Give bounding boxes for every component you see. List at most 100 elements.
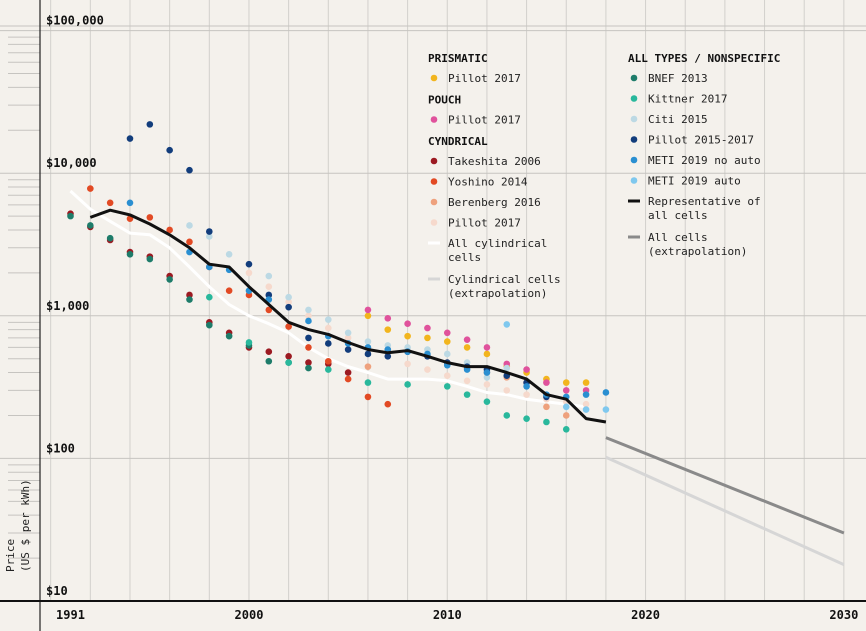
data-point-cylindrical-pillot-2017 <box>305 312 312 320</box>
data-point-meti-2019-auto <box>562 403 570 411</box>
data-point-meti-2019-no-auto <box>602 389 610 396</box>
data-point-berenberg-2016 <box>562 412 570 419</box>
legend-swatch-dot <box>630 115 638 123</box>
legend-swatch-dot <box>630 156 638 164</box>
legend-label: METI 2019 no auto <box>648 154 761 167</box>
data-point-pillot-2015-2017 <box>364 350 372 358</box>
data-point-cylindrical-pillot-2017 <box>344 334 352 342</box>
y-tick-label: $100 <box>46 441 75 455</box>
data-point-berenberg-2016 <box>543 403 550 411</box>
data-point-takeshita-2006 <box>265 348 273 356</box>
data-point-bnef-2013 <box>166 276 173 283</box>
legend-label: (extrapolation) <box>448 287 547 300</box>
data-point-kittner-2017 <box>404 381 411 388</box>
legend-label: Takeshita 2006 <box>448 155 541 168</box>
data-point-prismatic-pillot-2017 <box>562 379 570 386</box>
data-point-prismatic-pillot-2017 <box>463 344 471 351</box>
legend-heading: ALL TYPES / NONSPECIFIC <box>628 52 780 65</box>
legend-label: BNEF 2013 <box>648 72 708 85</box>
data-point-meti-2019-no-auto <box>483 369 491 376</box>
data-point-yoshino-2014 <box>87 185 94 192</box>
data-point-bnef-2013 <box>126 250 134 258</box>
data-point-citi-2015 <box>364 338 372 345</box>
data-point-citi-2015 <box>483 374 491 381</box>
data-point-yoshino-2014 <box>146 214 154 221</box>
data-point-prismatic-pillot-2017 <box>384 326 392 333</box>
y-tick-label: $10,000 <box>46 156 97 170</box>
legend-swatch-dot <box>430 74 438 82</box>
data-point-kittner-2017 <box>443 383 451 390</box>
data-point-cylindrical-pillot-2017 <box>424 366 431 373</box>
legend-swatch-dot <box>630 136 638 143</box>
x-tick-label: 2000 <box>235 608 264 622</box>
legend-swatch-dot <box>630 74 638 82</box>
data-point-cylindrical-pillot-2017 <box>324 324 332 332</box>
data-point-pillot-2015-2017 <box>265 291 273 299</box>
data-point-kittner-2017 <box>562 425 570 433</box>
legend-swatch-dot <box>630 177 638 184</box>
data-point-pillot-2015-2017 <box>384 352 392 360</box>
data-point-pillot-2015-2017 <box>245 260 253 268</box>
grid <box>0 0 866 602</box>
legend-label: all cells <box>648 209 708 222</box>
data-point-pillot-2015-2017 <box>126 135 134 142</box>
data-point-pouch-pillot-2017 <box>463 336 471 343</box>
data-point-kittner-2017 <box>543 418 550 426</box>
legend-label: All cells <box>648 231 708 244</box>
data-point-yoshino-2014 <box>344 375 352 383</box>
legend-label: Citi 2015 <box>648 113 708 126</box>
data-point-citi-2015 <box>225 250 233 258</box>
legend-heading: PRISMATIC <box>428 52 488 65</box>
data-point-cylindrical-pillot-2017 <box>483 381 491 388</box>
y-tick-label: $10 <box>46 584 68 598</box>
legend-label: Pillot 2017 <box>448 114 521 127</box>
data-point-kittner-2017 <box>483 398 491 405</box>
legend: PRISMATIC Pillot 2017 POUCH Pillot 2017 CYND… <box>428 52 780 300</box>
data-point-cylindrical-pillot-2017 <box>523 391 530 398</box>
data-point-kittner-2017 <box>523 415 530 422</box>
data-point-bnef-2013 <box>106 234 114 242</box>
data-point-citi-2015 <box>186 222 193 229</box>
data-point-meti-2019-auto <box>503 321 511 328</box>
data-point-yoshino-2014 <box>106 199 114 207</box>
data-point-meti-2019-auto <box>602 406 610 413</box>
series-line-cylindrical-cells-extrapolation- <box>605 455 845 566</box>
data-point-kittner-2017 <box>364 379 372 386</box>
data-point-citi-2015 <box>285 293 292 301</box>
y-tick-label: $1,000 <box>46 299 89 313</box>
data-point-bnef-2013 <box>305 364 312 372</box>
data-point-kittner-2017 <box>503 412 511 419</box>
legend-label: Representative of <box>648 195 761 208</box>
data-point-bnef-2013 <box>206 321 213 329</box>
data-point-citi-2015 <box>503 364 511 372</box>
data-point-citi-2015 <box>265 272 273 280</box>
x-tick-label: 2010 <box>433 608 462 622</box>
data-point-pouch-pillot-2017 <box>523 366 530 373</box>
data-point-cylindrical-pillot-2017 <box>285 298 292 306</box>
x-tick-label: 2030 <box>829 608 858 622</box>
series-line-representative-of-all-cells <box>89 208 607 424</box>
series-line-all-cells-extrapolation- <box>605 436 845 535</box>
data-point-meti-2019-auto <box>582 406 590 413</box>
data-point-cylindrical-pillot-2017 <box>245 269 253 277</box>
data-point-kittner-2017 <box>285 359 292 366</box>
y-tick-label: $100,000 <box>46 14 104 28</box>
legend-swatch-dot <box>430 157 438 165</box>
data-point-yoshino-2014 <box>225 287 233 294</box>
data-point-cylindrical-pillot-2017 <box>443 372 451 380</box>
data-point-kittner-2017 <box>463 391 471 398</box>
data-point-yoshino-2014 <box>305 344 312 351</box>
data-point-meti-2019-no-auto <box>523 383 530 390</box>
x-tick-label: 2020 <box>631 608 660 622</box>
data-point-pouch-pillot-2017 <box>384 315 392 322</box>
data-point-pillot-2015-2017 <box>344 346 352 353</box>
data-point-prismatic-pillot-2017 <box>582 379 590 386</box>
chart-marks <box>67 121 845 566</box>
data-point-bnef-2013 <box>87 222 94 229</box>
data-point-bnef-2013 <box>67 212 74 220</box>
data-point-pillot-2015-2017 <box>186 166 193 174</box>
data-point-pouch-pillot-2017 <box>424 324 431 332</box>
